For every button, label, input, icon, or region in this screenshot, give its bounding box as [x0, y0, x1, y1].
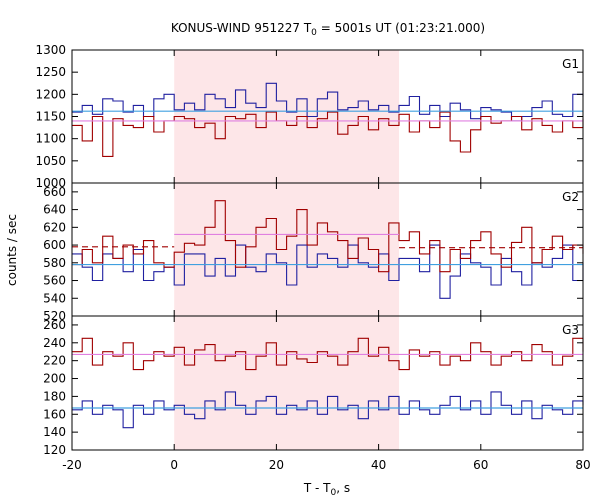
- y-tick-label: 540: [43, 291, 66, 305]
- panel-frame: [71, 315, 584, 451]
- x-tick-label: 60: [473, 458, 488, 472]
- series-red-g1: [72, 111, 584, 157]
- y-tick-label: 240: [43, 336, 66, 350]
- y-tick-label: 200: [43, 372, 66, 386]
- panel-label: G3: [562, 323, 579, 337]
- y-tick-label: 160: [43, 407, 66, 421]
- y-tick-label: 220: [43, 354, 66, 368]
- panel-label: G1: [562, 57, 579, 71]
- y-axis-title: counts / sec: [5, 214, 19, 286]
- y-tick-label: 600: [43, 238, 66, 252]
- y-tick-label: 640: [43, 203, 66, 217]
- y-tick-label: 520: [43, 309, 66, 323]
- y-tick-label: 1200: [35, 87, 66, 101]
- y-tick-label: 260: [43, 318, 66, 332]
- panel-label: G2: [562, 190, 579, 204]
- panel-g1: 1000 1050 1100 1150 1200 1250 1300 G1: [35, 43, 584, 190]
- y-tick-label: 1250: [35, 65, 66, 79]
- highlight-interval: [174, 316, 400, 450]
- series-blue-g3: [72, 391, 584, 429]
- y-tick-label: 140: [43, 425, 66, 439]
- y-tick-label: 620: [43, 220, 66, 234]
- y-tick-label: 180: [43, 389, 66, 403]
- y-tick-label: 580: [43, 256, 66, 270]
- panel-g2: 520 540 560 580 600 620 640 660 G2: [43, 182, 584, 323]
- x-axis-title: T - T0, s: [303, 481, 350, 498]
- x-tick-label: -20: [62, 458, 82, 472]
- y-tick-label: 1150: [35, 110, 66, 124]
- x-tick-label: 80: [575, 458, 590, 472]
- x-tick-label: 0: [170, 458, 178, 472]
- x-tick-label: 40: [371, 458, 386, 472]
- x-tick-label: 20: [269, 458, 284, 472]
- y-tick-label: 1000: [35, 176, 66, 190]
- series-red-g2: [72, 200, 584, 273]
- y-tick-label: 1050: [35, 154, 66, 168]
- panel-g3: 120 140 160 180 200 220 240 260 G3: [43, 315, 584, 457]
- y-tick-label: 120: [43, 443, 66, 457]
- y-tick-label: 1100: [35, 132, 66, 146]
- y-tick-label: 1300: [35, 43, 66, 57]
- x-tick-labels: -20 0 20 40 60 80: [62, 458, 590, 472]
- chart-title: KONUS-WIND 951227 T0 = 5001s UT (01:23:2…: [171, 21, 485, 38]
- series-red-g3: [72, 337, 584, 371]
- y-tick-label: 560: [43, 274, 66, 288]
- panels: 1000105011001150120012501300G15205405605…: [35, 43, 590, 472]
- series-blue-g1: [72, 82, 584, 122]
- y-tick-label: 660: [43, 185, 66, 199]
